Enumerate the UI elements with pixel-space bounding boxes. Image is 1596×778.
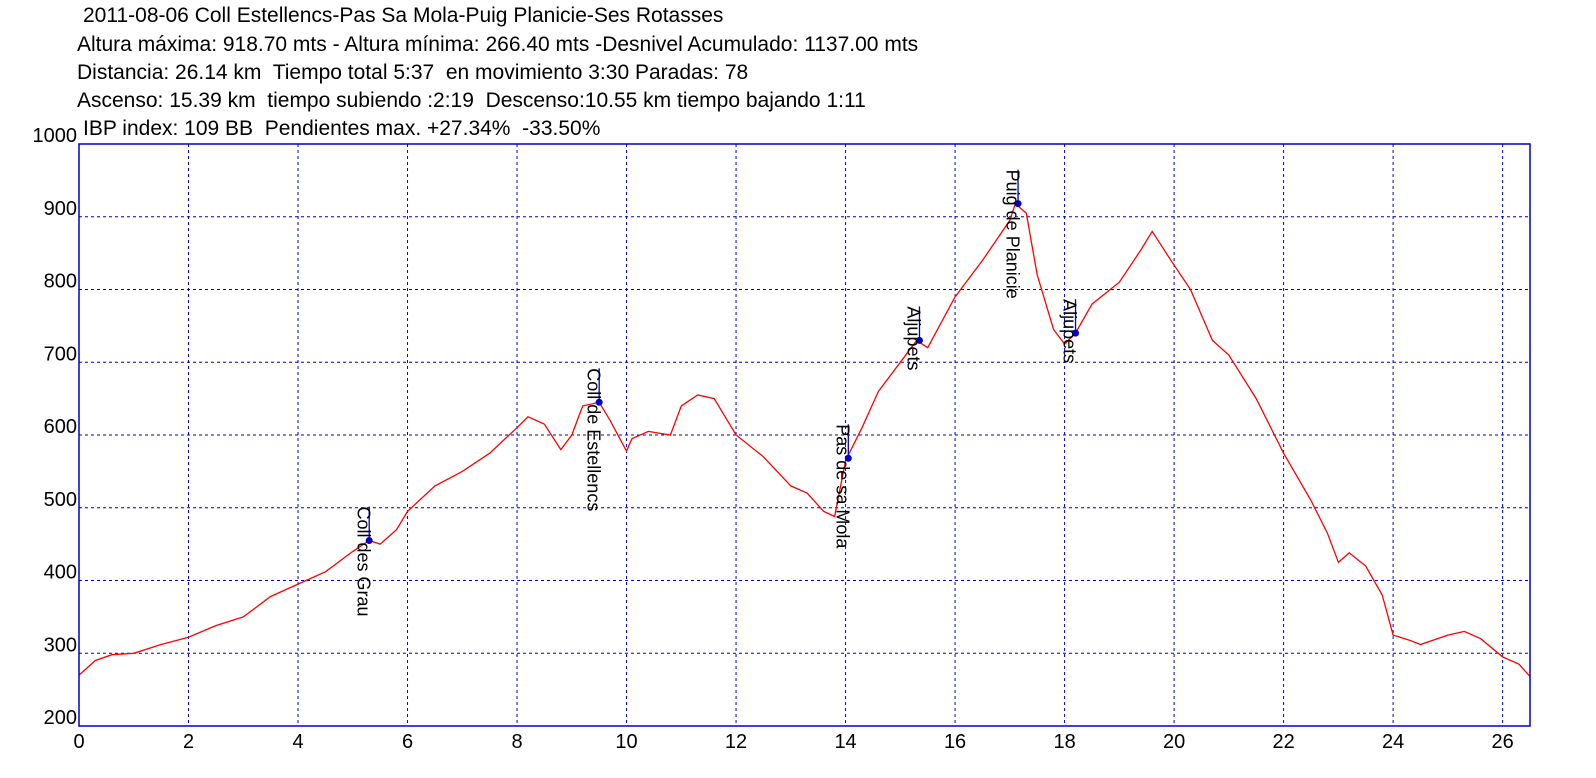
y-tick-label: 200 — [44, 707, 77, 729]
x-tick-label: 10 — [615, 731, 637, 753]
chart-grid — [79, 144, 1530, 726]
y-tick-label: 400 — [44, 562, 77, 584]
waypoint-marker: Coll de Estellencs — [583, 368, 603, 511]
waypoint-dot — [595, 398, 603, 406]
waypoint-dot — [915, 336, 923, 344]
waypoint-label: Puig de Planicie — [1002, 170, 1022, 299]
x-tick-label: 6 — [402, 731, 413, 753]
waypoint-label: Coll des Grau — [353, 506, 373, 616]
y-tick-label: 1000 — [33, 125, 78, 147]
y-tick-label: 600 — [44, 416, 77, 438]
waypoint-marker: Aljupets — [904, 306, 924, 370]
y-tick-label: 300 — [44, 634, 77, 656]
chart-header: 2011-08-06 Coll Estellencs-Pas Sa Mola-P… — [0, 0, 1596, 140]
y-tick-label: 900 — [44, 198, 77, 220]
y-tick-label: 700 — [44, 343, 77, 365]
waypoint-label: Pas de sa Mola — [833, 424, 853, 549]
x-tick-label: 8 — [511, 731, 522, 753]
ascent-descent-summary: Ascenso: 15.39 km tiempo subiendo :2:19 … — [77, 89, 866, 112]
waypoint-label: Coll de Estellencs — [583, 368, 603, 511]
x-tick-label: 12 — [725, 731, 747, 753]
x-tick-label: 22 — [1272, 731, 1294, 753]
waypoint-marker: Puig de Planicie — [1002, 169, 1022, 299]
waypoint-marker: Pas de sa Mola — [833, 424, 853, 549]
axis-tick-labels: 0 2 4 6 8 10 12 14 16 18 20 22 24 2620030040050060070… — [33, 125, 1514, 753]
waypoint-dot — [1014, 200, 1022, 208]
waypoint-marker: Aljupets — [1060, 299, 1080, 363]
ibp-slope-summary: IBP index: 109 BB Pendientes max. +27.34… — [83, 117, 601, 140]
waypoint-annotations: Coll des Grau Coll de Estellencs Pas de sa… — [353, 169, 1080, 617]
x-tick-label: 2 — [183, 731, 194, 753]
x-tick-label: 14 — [834, 731, 856, 753]
altitude-summary: Altura máxima: 918.70 mts - Altura mínim… — [77, 33, 919, 56]
x-tick-label: 24 — [1382, 731, 1404, 753]
waypoint-dot — [844, 454, 852, 462]
y-tick-label: 500 — [44, 489, 77, 511]
waypoint-label: Aljupets — [904, 306, 924, 370]
chart-title: 2011-08-06 Coll Estellencs-Pas Sa Mola-P… — [83, 4, 724, 27]
x-tick-label: 16 — [944, 731, 966, 753]
waypoint-marker: Coll des Grau — [353, 506, 373, 617]
plot-frame — [78, 143, 1531, 727]
x-tick-label: 26 — [1491, 731, 1513, 753]
elevation-profile-line — [78, 202, 1531, 677]
x-tick-label: 4 — [292, 731, 303, 753]
x-tick-label: 0 — [73, 731, 84, 753]
waypoint-dot — [365, 536, 373, 544]
distance-time-summary: Distancia: 26.14 km Tiempo total 5:37 en… — [77, 61, 749, 84]
y-tick-label: 800 — [44, 271, 77, 293]
x-tick-label: 20 — [1163, 731, 1185, 753]
waypoint-label: Aljupets — [1060, 299, 1080, 363]
waypoint-dot — [1072, 329, 1080, 337]
x-tick-label: 18 — [1053, 731, 1075, 753]
